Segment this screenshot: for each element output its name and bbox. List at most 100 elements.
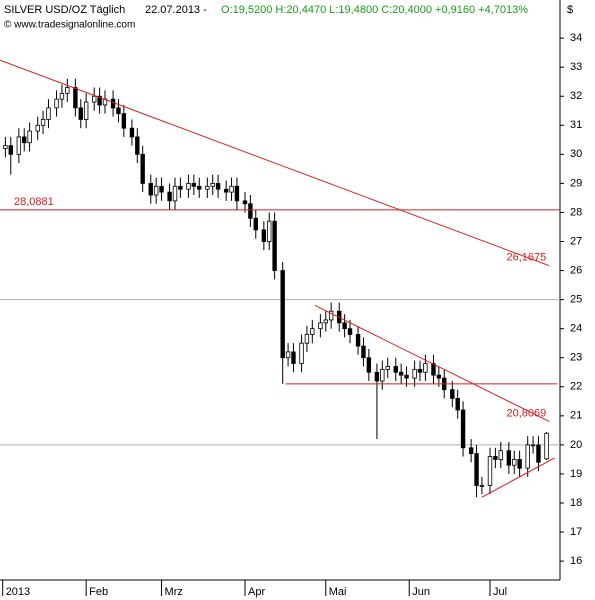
candle-body (479, 485, 485, 487)
candle-body (318, 322, 323, 330)
y-tick-label: 33 (570, 61, 582, 73)
candle-body (140, 153, 145, 184)
x-tick-label: Feb (89, 586, 108, 598)
trend-line (0, 59, 550, 267)
candle-body (493, 456, 498, 460)
candle-body (347, 328, 353, 335)
y-tick-label: 25 (570, 294, 582, 306)
candle-body (412, 368, 417, 379)
candle-body (517, 459, 522, 469)
candle-body (3, 145, 8, 149)
candle-body (40, 119, 46, 126)
candle-body (468, 447, 474, 455)
candle-body (450, 389, 455, 399)
candle-body (304, 334, 310, 344)
y-tick-label: 19 (570, 468, 582, 480)
candle-body (291, 351, 296, 364)
candle-body (393, 366, 398, 373)
candle-body (178, 185, 183, 190)
candle-body (16, 136, 22, 155)
trend-label: 20,8069 (506, 407, 546, 419)
candle-body (544, 432, 549, 460)
candle-body (398, 371, 404, 376)
y-tick-label: 24 (570, 323, 582, 335)
y-tick-label: 32 (570, 90, 582, 102)
y-tick-label: 34 (570, 32, 582, 44)
y-tick-label: 31 (570, 119, 582, 131)
chart-title: SILVER USD/OZ Täglich (4, 4, 125, 16)
candle-body (8, 145, 13, 155)
x-tick-label: 2013 (6, 586, 30, 598)
y-tick-label: 30 (570, 148, 582, 160)
candle-body (234, 185, 240, 202)
y-tick-label: 26 (570, 264, 582, 276)
candle-body (436, 374, 442, 379)
candle-body (536, 444, 541, 463)
candle-body (172, 185, 178, 202)
trend-line (481, 457, 555, 498)
candle-body (280, 270, 285, 359)
candle-body (205, 185, 210, 190)
candle-body (159, 185, 164, 193)
candle-body (423, 363, 428, 373)
candle-body (404, 374, 409, 379)
candle-body (116, 107, 121, 115)
candle-body (59, 92, 65, 100)
candle-body (22, 136, 27, 144)
candle-body (310, 328, 315, 335)
y-tick-label: 27 (570, 235, 582, 247)
candle-body (261, 229, 267, 242)
y-tick-label: 18 (570, 497, 582, 509)
y-tick-label: 29 (570, 177, 582, 189)
candle-body (229, 185, 234, 193)
candle-body (73, 87, 78, 109)
candle-body (78, 107, 83, 120)
source: © www.tradesignalonline.com (4, 20, 135, 31)
candle-body (253, 217, 258, 231)
trend-label: 26,1675 (506, 252, 546, 264)
x-tick-label: Apr (248, 586, 265, 598)
candle-body (512, 459, 517, 466)
candle-body (285, 351, 291, 359)
trend-label: 28,0881 (14, 196, 54, 208)
candle-body (267, 220, 272, 242)
candle-body (46, 107, 51, 120)
candle-body (355, 334, 361, 347)
candle-body (197, 185, 202, 190)
candle-body (328, 310, 334, 321)
y-tick-label: 20 (570, 439, 582, 451)
trend-line (314, 304, 550, 422)
candle-body (361, 345, 366, 359)
candle-body (385, 366, 390, 370)
candle-body (129, 127, 135, 138)
candle-body (167, 191, 172, 202)
candle-body (65, 87, 70, 94)
candle-body (97, 95, 102, 106)
y-tick-label: 28 (570, 206, 582, 218)
candle-body (530, 444, 536, 447)
candle-body (210, 182, 215, 187)
candle-body (417, 368, 423, 373)
x-tick-label: Jul (493, 586, 507, 598)
candle-body (223, 188, 229, 193)
candle-body (35, 124, 40, 132)
candle-body (431, 363, 436, 376)
candle-body (121, 113, 127, 129)
candle-body (525, 444, 530, 469)
candle-body (135, 136, 140, 155)
candle-body (374, 371, 380, 382)
candle-body (215, 182, 221, 190)
candle-body (487, 456, 493, 486)
candle-body (460, 409, 466, 449)
y-tick-label: 22 (570, 381, 582, 393)
y-unit: $ (567, 4, 573, 16)
candle-body (186, 182, 191, 190)
x-tick-label: Jun (412, 586, 430, 598)
candle-body (242, 200, 248, 205)
y-tick-label: 23 (570, 352, 582, 364)
candle-body (92, 95, 97, 103)
candle-body (299, 342, 304, 364)
candle-body (506, 450, 512, 466)
